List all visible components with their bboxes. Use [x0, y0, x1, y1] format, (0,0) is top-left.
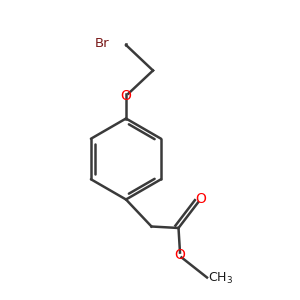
Text: O: O [196, 192, 206, 206]
Text: CH$_3$: CH$_3$ [208, 271, 234, 286]
Text: O: O [175, 248, 185, 262]
Text: Br: Br [95, 37, 110, 50]
Text: O: O [121, 89, 131, 103]
